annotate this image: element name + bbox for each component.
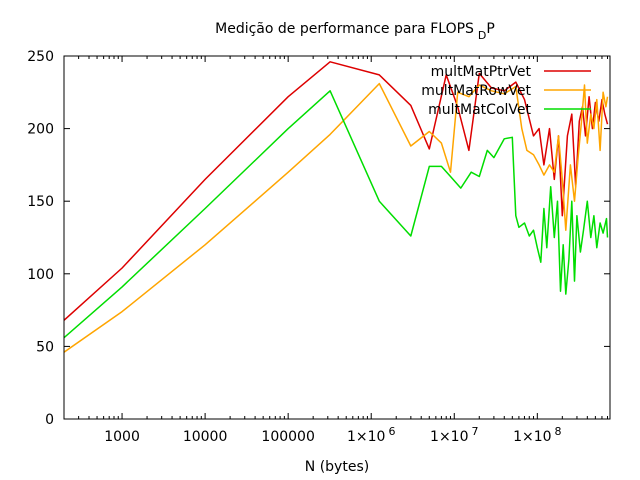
x-axis: 1000 10000 100000 1×10 6 1×10 7 1×10 8 <box>63 56 609 445</box>
series-line-multMatPtrVet <box>64 61 609 321</box>
x-tick-label: 1×10 6 <box>347 425 395 445</box>
chart-title: Medição de performance para FLOPS DP <box>215 21 495 42</box>
y-axis: 0 50 100 150 200 250 <box>27 49 610 428</box>
chart-title-suffix: P <box>486 21 494 37</box>
x-tick-label: 1000 <box>104 429 140 445</box>
y-tick-label: 250 <box>27 49 54 65</box>
x-tick-label: 1×10 7 <box>430 425 478 445</box>
x-tick-label: 100000 <box>261 429 314 445</box>
plot-frame <box>63 55 611 420</box>
series-group <box>64 61 609 353</box>
chart-title-main: Medição de performance para FLOPS <box>215 21 474 37</box>
legend: multMatPtrVet multMatRowVet multMatColVet <box>421 64 591 118</box>
x-tick-label-main: 1000 <box>104 429 140 445</box>
y-tick-label: 0 <box>45 412 54 428</box>
x-tick-exponent: 6 <box>388 425 395 438</box>
x-axis-label: N (bytes) <box>305 459 369 475</box>
legend-label: multMatPtrVet <box>431 64 532 80</box>
x-tick-label: 1×10 8 <box>513 425 561 445</box>
chart-title-subscript: D <box>478 29 486 42</box>
y-tick-label: 150 <box>27 194 54 210</box>
plot-marks <box>64 61 609 353</box>
legend-label: multMatRowVet <box>421 83 531 99</box>
x-tick-exponent: 7 <box>471 425 478 438</box>
series-line-multMatColVet <box>64 90 609 339</box>
x-tick-label-main: 1×10 <box>430 429 468 445</box>
x-tick-label-main: 100000 <box>261 429 314 445</box>
y-tick-label: 200 <box>27 122 54 138</box>
x-tick-label-main: 1×10 <box>347 429 385 445</box>
x-tick-label-main: 10000 <box>183 429 228 445</box>
legend-label: multMatColVet <box>428 102 531 118</box>
x-tick-label-main: 1×10 <box>513 429 551 445</box>
x-tick-exponent: 8 <box>555 425 562 438</box>
y-tick-label: 50 <box>36 339 54 355</box>
y-tick-label: 100 <box>27 267 54 283</box>
x-tick-label: 10000 <box>183 429 228 445</box>
series-line-multMatRowVet <box>64 82 609 353</box>
